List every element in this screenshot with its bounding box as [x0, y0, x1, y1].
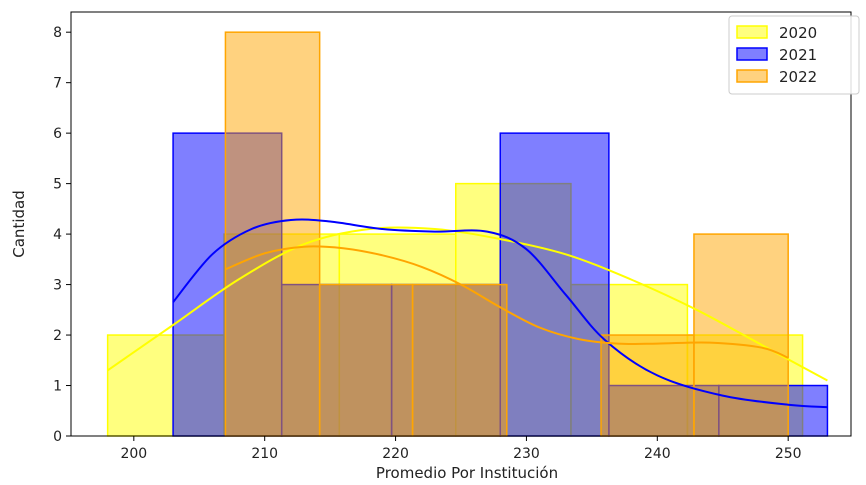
histogram-bar-2021-4 — [499, 132, 610, 437]
kde-curve-2021 — [172, 218, 828, 409]
y-tick-label-5: 5 — [53, 177, 62, 193]
y-tick-label-7: 7 — [53, 76, 62, 92]
legend-swatch-2022 — [736, 69, 768, 83]
kde-curve-2020 — [107, 226, 828, 382]
x-axis-label: Promedio Por Institución — [376, 464, 558, 482]
histogram-bar-2022-2 — [318, 283, 414, 437]
legend-swatch-2020 — [736, 25, 768, 39]
legend-label-2021: 2021 — [779, 46, 817, 64]
legend-swatch-2021 — [736, 47, 768, 61]
x-tick-label-240: 240 — [644, 446, 671, 462]
x-tick-label-220: 220 — [382, 446, 409, 462]
x-tick-label-210: 210 — [251, 446, 278, 462]
axes-layer: 200 210 220 230 240 250 0 1 2 3 4 5 6 7 8 — [53, 11, 852, 462]
y-tick-label-6: 6 — [53, 126, 62, 142]
y-axis-label: Cantidad — [10, 190, 28, 257]
x-tick-label-200: 200 — [120, 446, 147, 462]
y-tick-label-8: 8 — [53, 25, 62, 41]
x-tick-label-230: 230 — [513, 446, 540, 462]
legend-label-2020: 2020 — [779, 24, 817, 42]
kde-curve-2022 — [225, 245, 789, 359]
y-tick-label-4: 4 — [53, 227, 62, 243]
y-tick-label-3: 3 — [53, 278, 62, 294]
legend: 2020 2021 2022 — [728, 15, 860, 95]
bars-layer — [106, 31, 829, 437]
y-tick-label-0: 0 — [53, 429, 62, 445]
histogram-bar-2022-5 — [600, 334, 695, 437]
histogram-bar-2022-6 — [693, 233, 789, 437]
legend-label-2022: 2022 — [779, 68, 817, 86]
plot-frame — [70, 11, 852, 437]
y-tick-label-2: 2 — [53, 328, 62, 344]
histogram-bar-2022-3 — [411, 283, 508, 437]
y-tick-label-1: 1 — [53, 379, 62, 395]
x-tick-label-250: 250 — [775, 446, 802, 462]
kde-layer — [107, 218, 828, 409]
